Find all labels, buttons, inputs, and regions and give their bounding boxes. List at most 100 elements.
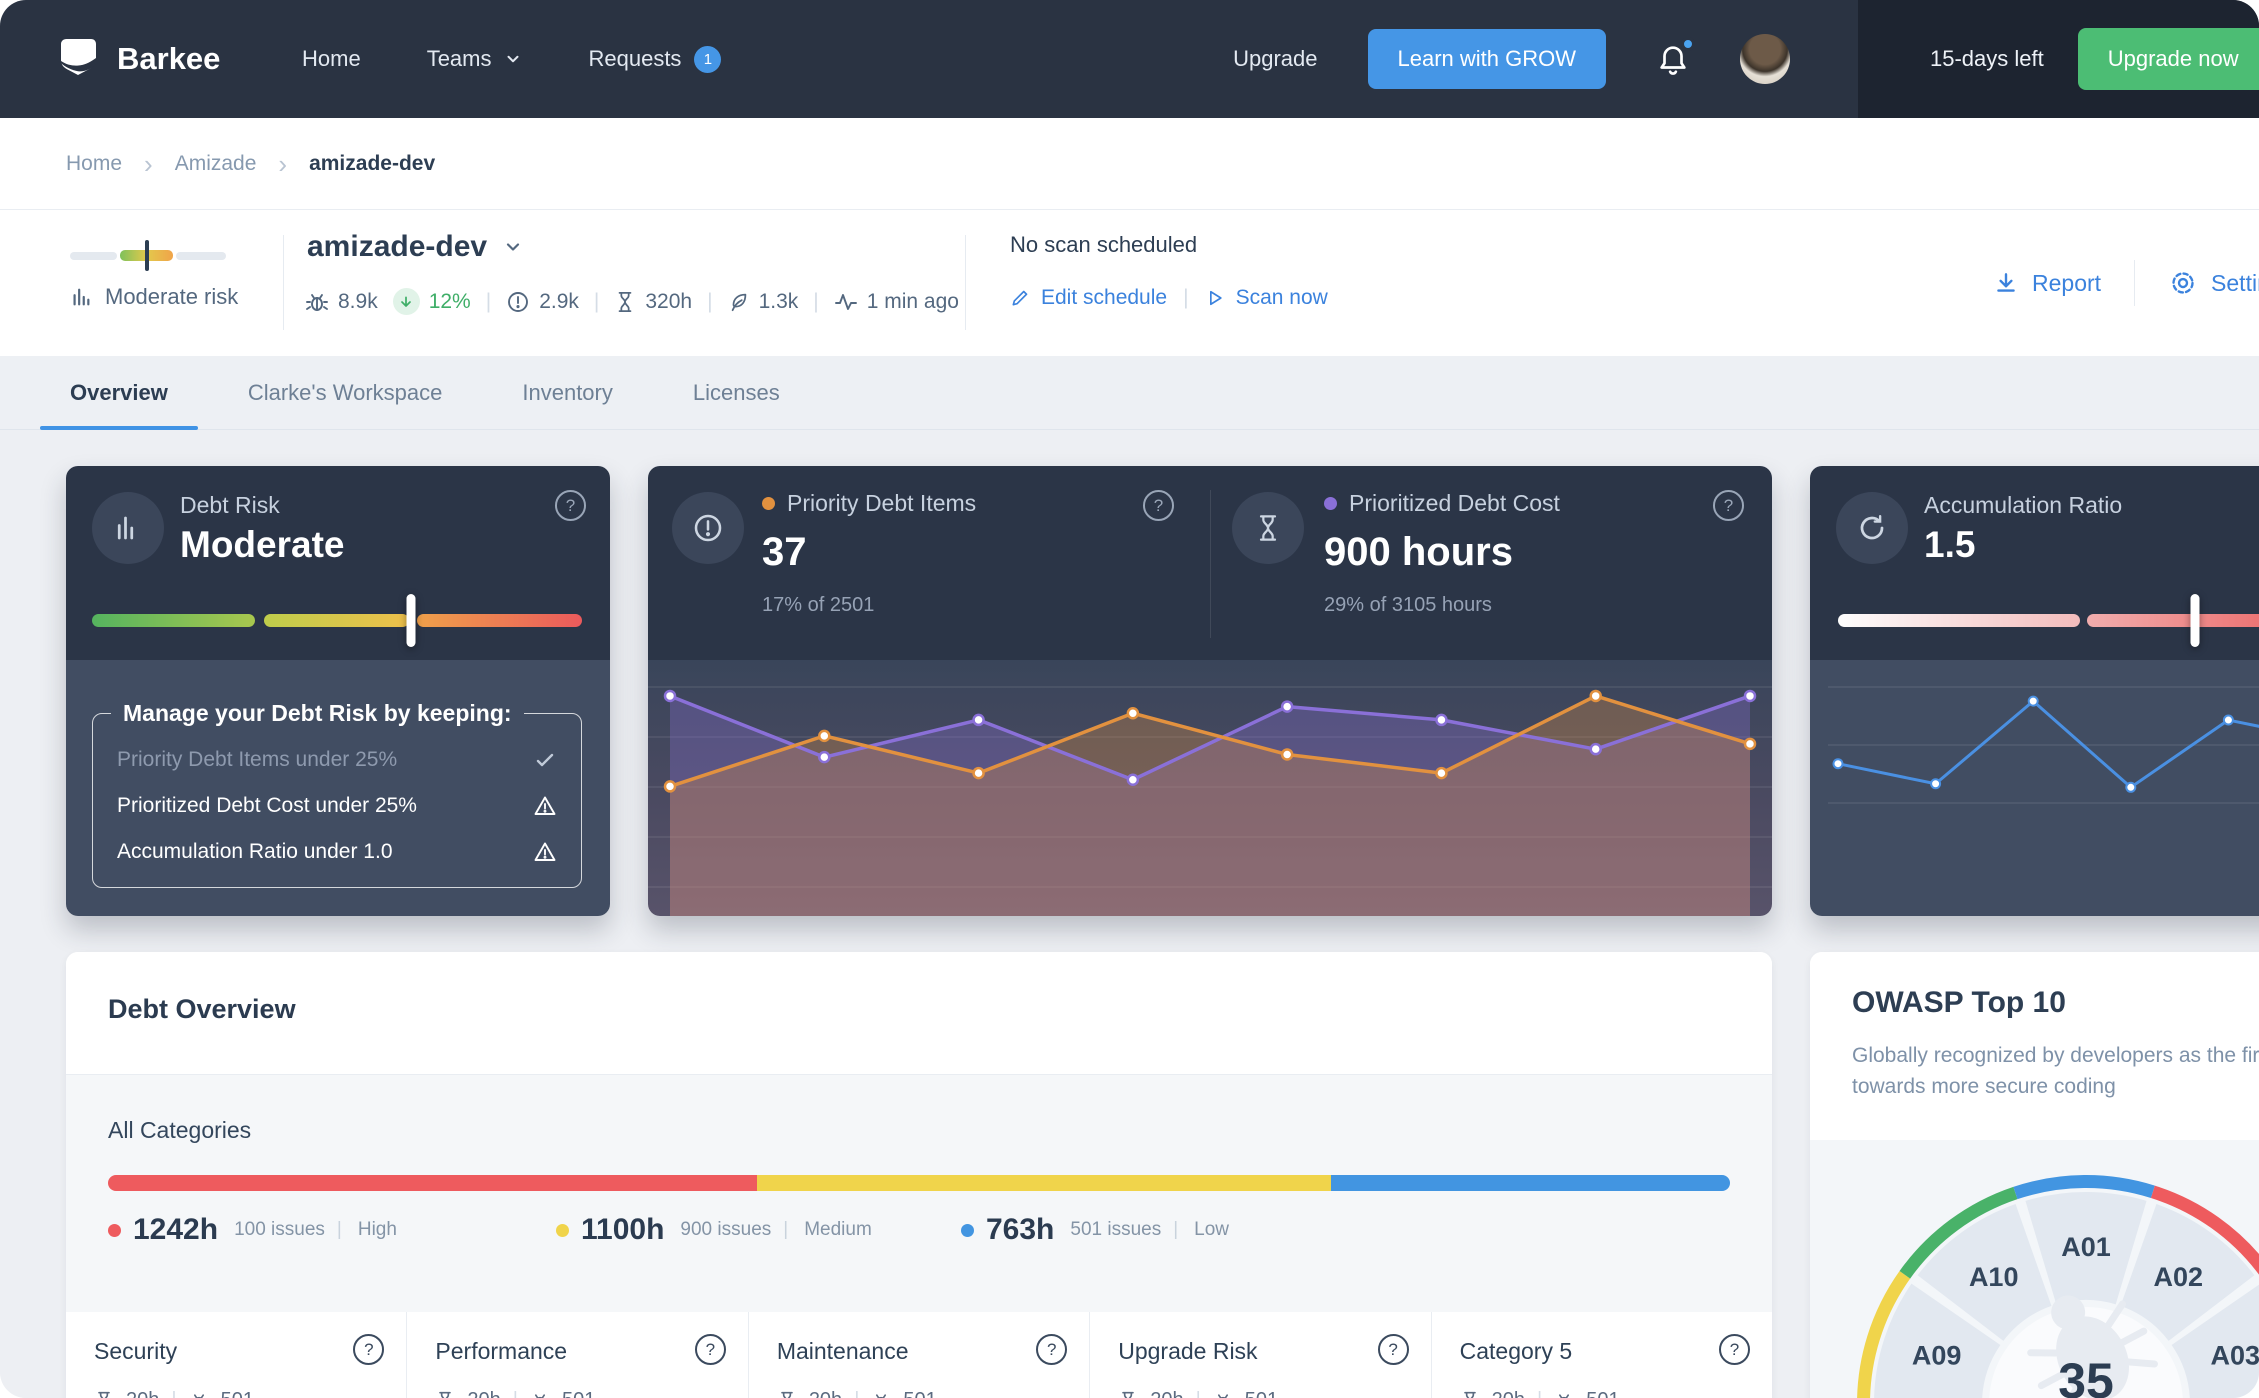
help-icon[interactable] bbox=[1713, 490, 1744, 521]
trial-days-left: 15-days left bbox=[1930, 46, 2044, 71]
cost-dot bbox=[1324, 497, 1337, 510]
divider: | bbox=[1537, 1389, 1542, 1398]
risk-rule: Priority Debt Items under 25% bbox=[93, 737, 581, 783]
play-icon bbox=[1209, 290, 1222, 306]
upgrade-link[interactable]: Upgrade bbox=[1233, 46, 1318, 71]
top-nav: Barkee Home Teams Requests 1 Upgrade Lea… bbox=[0, 0, 2259, 118]
priority-title: Priority Debt Items bbox=[787, 490, 977, 516]
learn-grow-button[interactable]: Learn with GROW bbox=[1367, 29, 1606, 89]
divider bbox=[1210, 490, 1211, 638]
upgrade-now-button[interactable]: Upgrade now bbox=[2077, 28, 2259, 90]
help-icon[interactable] bbox=[353, 1334, 385, 1365]
breadcrumb-home[interactable]: Home bbox=[66, 151, 123, 175]
report-button[interactable]: Report bbox=[1993, 270, 2101, 297]
svg-text:A10: A10 bbox=[1969, 1262, 2019, 1292]
breadcrumb: Home › Amizade › amizade-dev bbox=[0, 118, 2259, 210]
owasp-gauge: A01A02A03A04A05A06A07A08A09A1035 bbox=[1810, 1140, 2259, 1398]
category-maintenance[interactable]: Maintenance 20h | 501 bbox=[749, 1312, 1091, 1398]
warning-triangle-icon bbox=[534, 796, 556, 815]
divider: | bbox=[1183, 286, 1189, 309]
svg-text:A01: A01 bbox=[2061, 1232, 2111, 1262]
hourglass-icon bbox=[619, 291, 632, 312]
user-avatar[interactable] bbox=[1740, 34, 1790, 84]
severity-legend-low: 763h 501 issues | Low bbox=[961, 1213, 1229, 1247]
project-name-dropdown[interactable]: amizade-dev bbox=[307, 230, 523, 264]
nav-item-requests[interactable]: Requests 1 bbox=[588, 45, 722, 73]
cost-value: 900 hours bbox=[1324, 530, 1513, 574]
stat-last-activity: 1 min ago bbox=[834, 290, 959, 314]
download-icon bbox=[1997, 273, 2015, 292]
debt-risk-card: Debt Risk Moderate Manage your Debt Risk… bbox=[66, 466, 610, 916]
notifications-button[interactable] bbox=[1656, 37, 1695, 78]
divider: | bbox=[813, 289, 819, 313]
arrow-down-icon bbox=[401, 295, 412, 307]
cost-title: Prioritized Debt Cost bbox=[1349, 490, 1560, 516]
divider bbox=[283, 235, 284, 330]
owasp-title: OWASP Top 10 bbox=[1852, 986, 2066, 1019]
nav-right: Upgrade Learn with GROW bbox=[1233, 0, 1790, 118]
svg-text:A02: A02 bbox=[2154, 1262, 2204, 1292]
scan-actions: Edit schedule | Scan now bbox=[1010, 286, 1328, 310]
brand[interactable]: Barkee bbox=[55, 0, 220, 118]
priority-debt-items-panel: Priority Debt Items 37 17% of 2501 bbox=[648, 466, 1210, 660]
help-icon[interactable] bbox=[694, 1334, 726, 1365]
nav-item-teams[interactable]: Teams bbox=[427, 46, 523, 72]
risk-gauge-marker bbox=[144, 240, 149, 271]
scan-now-button[interactable]: Scan now bbox=[1205, 286, 1328, 310]
bar-chart-icon bbox=[73, 288, 90, 306]
bar-chart-icon bbox=[117, 516, 134, 540]
tab-clarkes-workspace[interactable]: Clarke's Workspace bbox=[247, 379, 443, 405]
risk-summary: Moderate risk bbox=[70, 284, 238, 310]
help-icon[interactable] bbox=[1719, 1334, 1751, 1365]
notification-dot bbox=[1681, 37, 1695, 51]
accumulation-ratio-card: Accumulation Ratio 1.5 Accumulation rate… bbox=[1810, 466, 2259, 916]
debt-risk-value: Moderate bbox=[180, 524, 345, 565]
settings-button[interactable]: Settings bbox=[2168, 268, 2259, 298]
breadcrumb-parent[interactable]: Amizade bbox=[174, 151, 257, 175]
tab-inventory[interactable]: Inventory bbox=[522, 379, 613, 405]
priority-dot bbox=[762, 497, 775, 510]
cost-subtext: 29% of 3105 hours bbox=[1324, 594, 1492, 616]
breadcrumb-separator-icon: › bbox=[278, 148, 288, 179]
category-security[interactable]: Security 20h | 501 bbox=[66, 1312, 408, 1398]
scan-status: No scan scheduled bbox=[1010, 232, 1198, 257]
accumulation-value: 1.5 bbox=[1924, 524, 1976, 565]
bug-icon bbox=[193, 1393, 204, 1398]
brand-name: Barkee bbox=[117, 41, 221, 76]
stat-priority: 2.9k bbox=[506, 290, 579, 314]
help-icon[interactable] bbox=[1377, 1334, 1409, 1365]
help-icon[interactable] bbox=[1036, 1334, 1068, 1365]
help-icon[interactable] bbox=[555, 490, 586, 521]
divider: | bbox=[336, 1219, 342, 1240]
nav-item-home[interactable]: Home bbox=[302, 46, 361, 71]
category-performance[interactable]: Performance 20h | 501 bbox=[407, 1312, 749, 1398]
severity-bar-high bbox=[108, 1175, 757, 1191]
leaf-icon bbox=[731, 293, 746, 311]
bug-icon bbox=[1217, 1393, 1228, 1398]
hourglass-icon bbox=[98, 1391, 110, 1398]
stat-hours: 320h bbox=[614, 290, 692, 314]
tab-overview[interactable]: Overview bbox=[40, 356, 198, 430]
debt-risk-title: Debt Risk bbox=[180, 492, 280, 518]
tab-licenses[interactable]: Licenses bbox=[692, 379, 780, 405]
debt-trend-card: Priority Debt Items 37 17% of 2501 Prior… bbox=[648, 466, 1772, 916]
edit-schedule-button[interactable]: Edit schedule bbox=[1010, 286, 1167, 310]
bug-icon bbox=[1559, 1393, 1570, 1398]
bug-icon bbox=[534, 1393, 545, 1398]
severity-legend-medium: 1100h 900 issues | Medium bbox=[556, 1213, 872, 1247]
barkee-logo-icon bbox=[61, 39, 96, 75]
hourglass-icon bbox=[1463, 1391, 1476, 1398]
tab-bar: Overview Clarke's Workspace Inventory Li… bbox=[0, 356, 2259, 430]
accumulation-trend-chart bbox=[1828, 686, 2259, 804]
manage-risk-box: Manage your Debt Risk by keeping: Priori… bbox=[92, 700, 582, 888]
category-upgrade-risk[interactable]: Upgrade Risk 20h | 501 bbox=[1090, 1312, 1432, 1398]
accumulation-gauge-marker bbox=[2190, 594, 2200, 647]
requests-badge: 1 bbox=[694, 45, 722, 73]
divider: | bbox=[854, 1389, 859, 1398]
help-icon[interactable] bbox=[1143, 490, 1174, 521]
severity-stacked-bar bbox=[108, 1175, 1730, 1191]
all-categories-label: All Categories bbox=[108, 1117, 252, 1143]
category-5[interactable]: Category 5 20h | 501 bbox=[1432, 1312, 1772, 1398]
priority-subtext: 17% of 2501 bbox=[762, 594, 875, 616]
risk-rule: Prioritized Debt Cost under 25% bbox=[93, 783, 581, 829]
